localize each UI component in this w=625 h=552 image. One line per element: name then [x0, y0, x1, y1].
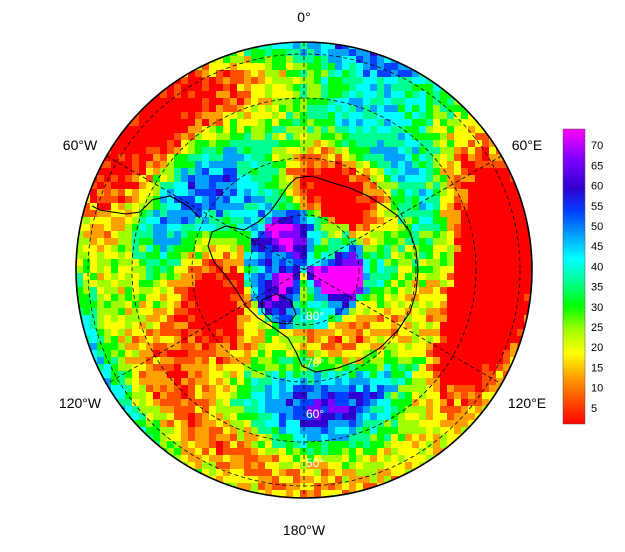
- colorbar-tick-label: 35: [591, 282, 603, 294]
- meridian-60w-120e: [106, 155, 502, 385]
- meridian-60e-120w: [106, 155, 502, 385]
- lon-label-lower-right: 120°E: [508, 395, 546, 411]
- colorbar-tick-label: 20: [591, 342, 603, 354]
- colorbar-ticks: 5 10 15 20 25 30 35 40 45 50 55 60 65 70: [591, 140, 603, 415]
- colorbar-tick-label: 55: [591, 201, 603, 213]
- map-boundary: [75, 41, 533, 499]
- colorbar-tick-label: 10: [591, 383, 603, 395]
- colorbar-tick-label: 70: [591, 140, 603, 152]
- data-field-heatmap: [76, 42, 532, 498]
- lon-label-lower-left: 120°W: [59, 395, 102, 411]
- colorbar-tick-label: 5: [591, 403, 597, 415]
- colorbar-tick-label: 15: [591, 362, 603, 374]
- colorbar-tick-label: 25: [591, 322, 603, 334]
- colorbar-scale: [562, 128, 586, 425]
- antarctica-coastline: [91, 175, 419, 373]
- colorbar: 5 10 15 20 25 30 35 40 45 50 55 60 65 70: [562, 128, 603, 425]
- lon-label-upper-left: 60°W: [63, 137, 98, 153]
- colorbar-tick-label: 65: [591, 160, 603, 172]
- lat-label-50: 50°: [306, 456, 324, 470]
- lon-label-top: 0°: [297, 9, 310, 25]
- colorbar-tick-label: 40: [591, 261, 603, 273]
- longitude-labels: 0° 60°W 60°E 120°W 120°E 180°W: [59, 9, 546, 538]
- lat-label-60: 60°: [306, 407, 324, 421]
- lat-label-80: 80°: [306, 309, 324, 323]
- colorbar-tick-label: 50: [591, 221, 603, 233]
- lon-label-upper-right: 60°E: [512, 137, 543, 153]
- latitude-circle-60: [131, 97, 477, 443]
- graticule: [87, 42, 521, 498]
- colorbar-tick-label: 45: [591, 241, 603, 253]
- colorbar-tick-label: 30: [591, 302, 603, 314]
- lon-label-bottom: 180°W: [283, 522, 326, 538]
- latitude-labels: 80° 70° 60° 50°: [306, 309, 324, 470]
- colorbar-tick-label: 60: [591, 181, 603, 193]
- lat-label-70: 70°: [306, 356, 324, 370]
